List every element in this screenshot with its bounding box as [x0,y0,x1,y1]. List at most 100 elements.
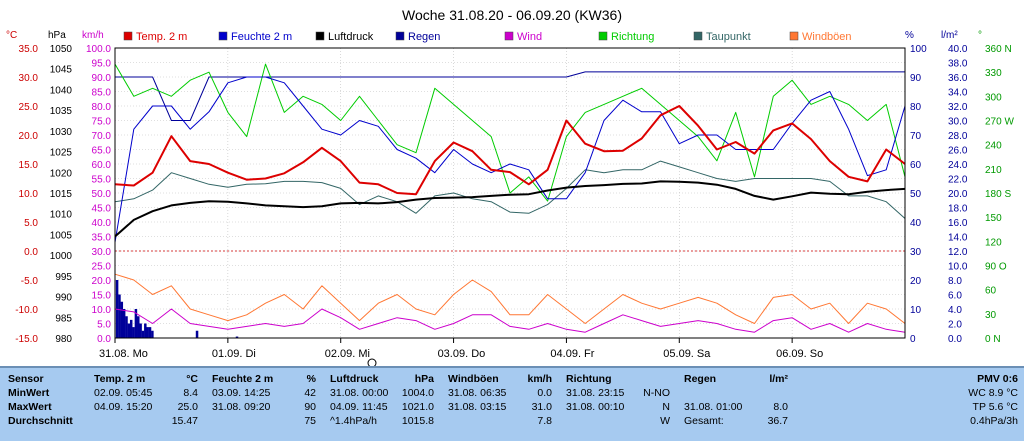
humidity-tick-label: 90 [910,73,922,84]
pressure-tick-label: 1035 [50,106,73,117]
rain-axis-unit: l/m² [941,30,958,41]
legend-swatch [598,31,608,41]
series-line-temp-2-m [114,105,906,196]
legend-swatch [218,31,228,41]
wind-tick-label: 80.0 [92,102,112,113]
rain-tick-label: 20.0 [948,189,968,200]
wind-tick-label: 85.0 [92,88,112,99]
legend-label: Wind [517,31,542,43]
stats-direction-col: Richtung 31.08. 23:15 N-NO 31.08. 00:10 N … [566,372,672,428]
moon-icon [367,358,377,366]
day-label: 03.09. Do [438,348,486,360]
stats-direction-min-value: N-NO [643,387,670,399]
temp-tick-label: 15.0 [19,160,39,171]
series-line-wind [114,308,906,333]
stats-humidity-max-time: 31.08. 09:20 [212,401,271,413]
wind-tick-label: 0.0 [97,334,111,345]
rain-tick-label: 26.0 [948,146,968,157]
stats-temp-avg-value: 15.47 [171,415,198,427]
direction-tick-label: 30 [985,310,997,321]
stats-rain-max-value: 8.0 [773,401,788,413]
stats-temp-unit: °C [186,373,198,385]
rain-tick-label: 32.0 [948,102,968,113]
stats-pmv-dewpoint: TP 5.6 °C [972,401,1018,413]
legend-swatch [395,31,405,41]
wind-tick-label: 65.0 [92,146,112,157]
wind-tick-label: 50.0 [92,189,112,200]
stats-pressure-min-time: 31.08. 00:00 [330,387,389,399]
pressure-tick-label: 1040 [50,85,73,96]
humidity-tick-label: 0 [910,334,916,345]
humidity-tick-label: 40 [910,218,922,229]
temp-tick-label: 5.0 [24,218,38,229]
rain-bar [129,319,133,338]
direction-tick-label: 240 [985,141,1002,152]
pressure-axis-unit: hPa [48,30,66,41]
legend-label: Luftdruck [328,31,374,43]
pressure-tick-label: 980 [55,334,72,345]
wind-tick-label: 90.0 [92,73,112,84]
day-label: 05.09. Sa [663,348,711,360]
legend-swatch [315,31,325,41]
wind-tick-label: 35.0 [92,233,112,244]
wind-tick-label: 15.0 [92,291,112,302]
legend-swatch [693,31,703,41]
temp-tick-label: 30.0 [19,73,39,84]
humidity-tick-label: 60 [910,160,922,171]
stats-direction-max-time: 31.08. 00:10 [566,401,625,413]
stats-temp-max-value: 25.0 [177,401,198,413]
series-line-richtung [114,63,906,202]
temp-tick-label: 20.0 [19,131,39,142]
day-label: 04.09. Fr [550,348,594,360]
stats-gusts-min-time: 31.08. 06:35 [448,387,507,399]
humidity-tick-label: 70 [910,131,922,142]
stats-pressure-max-time: 04.09. 11:45 [330,401,388,413]
stats-rain-total-value: 36.7 [767,415,788,427]
rain-tick-label: 18.0 [948,204,968,215]
stats-humidity-max-value: 90 [304,401,316,413]
wind-tick-label: 55.0 [92,175,112,186]
day-label: 31.08. Mo [99,348,148,360]
rain-tick-label: 28.0 [948,131,968,142]
stats-rain-unit: l/m² [769,373,788,385]
rain-bar [151,330,154,338]
rain-tick-label: 22.0 [948,175,968,186]
humidity-tick-label: 30 [910,247,922,258]
wind-tick-label: 100.0 [86,44,111,55]
series-line-regen [115,71,905,121]
rain-bar [195,330,199,338]
stats-pressure-unit: hPa [414,373,434,385]
chart-title: Woche 31.08.20 - 06.09.20 (KW36) [402,7,622,23]
wind-tick-label: 5.0 [97,320,111,331]
rain-bar [132,327,135,338]
direction-tick-label: 270 W [985,117,1014,128]
temp-tick-label: 35.0 [19,44,39,55]
day-labels: 31.08. Mo 01.09. Di 02.09. Mi 03.09. Do 04.0… [99,338,823,360]
day-label: 06.09. So [776,348,823,360]
wind-tick-label: 95.0 [92,59,112,70]
legend-label: Windböen [802,31,852,43]
temp-tick-label: -5.0 [21,276,39,287]
stats-temp-min-time: 02.09. 05:45 [94,387,153,399]
stats-temp-col: Temp. 2 m °C 02.09. 05:45 8.4 04.09. 15:20… [94,372,200,428]
wind-tick-label: 25.0 [92,262,112,273]
rain-tick-label: 24.0 [948,160,968,171]
pressure-tick-label: 1005 [50,230,73,241]
stats-gusts-min-value: 0.0 [537,387,552,399]
temp-tick-label: 25.0 [19,102,39,113]
legend-label: Temp. 2 m [136,31,187,43]
stats-temp-min-value: 8.4 [183,387,198,399]
stats-gusts-avg-value: 7.8 [537,415,552,427]
pressure-tick-label: 985 [55,313,72,324]
legend-swatch [504,31,514,41]
wind-tick-label: 10.0 [92,305,112,316]
rain-bar [146,327,149,338]
series-line-feuchte-2-m [114,76,906,243]
humidity-tick-label: 80 [910,102,922,113]
stats-rain-col: Regen l/m² 31.08. 01:00 8.0 Gesamt: 36.7 [684,372,790,428]
stats-humidity-unit: % [306,373,316,385]
direction-tick-label: 210 [985,165,1002,176]
legend-swatch [789,31,799,41]
stats-humidity-header: Feuchte 2 m [212,373,274,385]
rain-bar [118,294,121,338]
